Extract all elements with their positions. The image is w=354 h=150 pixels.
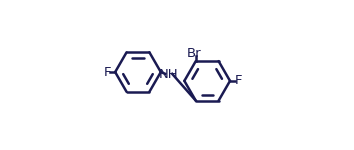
Text: F: F (103, 66, 111, 79)
Text: Br: Br (187, 46, 202, 60)
Text: NH: NH (159, 69, 179, 81)
Text: F: F (234, 74, 242, 87)
